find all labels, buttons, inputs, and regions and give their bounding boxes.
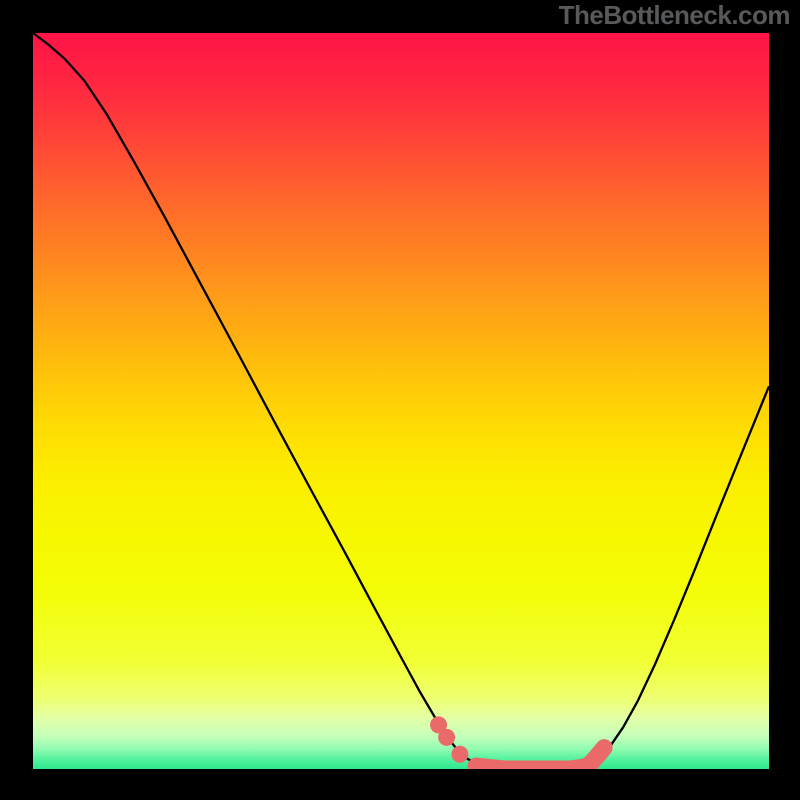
stage: TheBottleneck.com <box>0 0 800 800</box>
watermark-text: TheBottleneck.com <box>559 0 790 31</box>
bottleneck-chart <box>33 33 769 769</box>
highlight-dot <box>438 729 455 746</box>
highlight-dot <box>451 746 468 763</box>
